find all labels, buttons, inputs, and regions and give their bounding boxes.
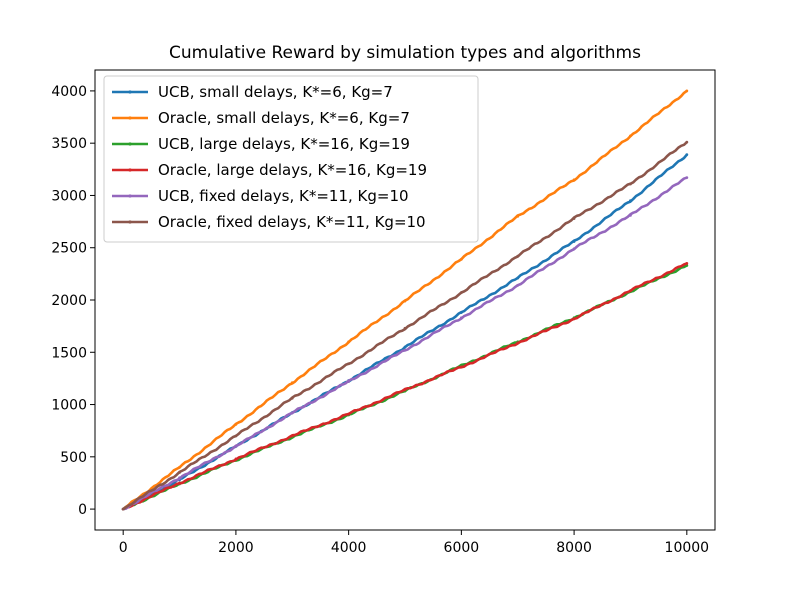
data-point	[347, 412, 351, 416]
legend-label: UCB, large delays, K*=16, Kg=19	[158, 135, 410, 153]
data-point	[685, 176, 689, 180]
data-point	[459, 257, 463, 261]
legend-marker	[128, 90, 132, 94]
y-tick-label: 500	[60, 450, 87, 466]
data-point	[347, 340, 351, 344]
data-point	[178, 471, 181, 474]
data-point	[516, 276, 520, 280]
legend-label: UCB, small delays, K*=6, Kg=7	[158, 83, 393, 101]
x-tick-label: 8000	[556, 540, 592, 556]
legend-item: UCB, small delays, K*=6, Kg=7	[112, 83, 393, 101]
legend-box	[103, 75, 479, 243]
data-point	[459, 311, 463, 314]
legend-marker	[128, 168, 132, 172]
x-tick-label: 4000	[331, 540, 367, 556]
chart-title: Cumulative Reward by simulation types an…	[169, 43, 641, 63]
legend-marker	[128, 142, 132, 146]
legend-item: Oracle, fixed delays, K*=11, Kg=10	[112, 213, 426, 231]
data-point	[403, 326, 407, 330]
y-tick-label: 2500	[51, 241, 87, 257]
data-point	[572, 178, 576, 182]
data-point	[347, 380, 351, 383]
data-point	[178, 481, 181, 485]
legend-label: Oracle, small delays, K*=6, Kg=7	[158, 109, 410, 127]
legend-marker	[128, 194, 132, 198]
data-point	[234, 444, 238, 448]
y-tick-label: 3000	[51, 188, 87, 204]
legend-item: Oracle, large delays, K*=16, Kg=19	[112, 161, 427, 179]
x-tick-label: 0	[119, 540, 128, 556]
data-point	[572, 217, 576, 220]
data-point	[234, 434, 238, 438]
y-tick-label: 2000	[51, 293, 87, 309]
data-point	[234, 457, 238, 461]
y-tick-label: 3500	[51, 136, 87, 152]
data-point	[347, 362, 351, 366]
legend: UCB, small delays, K*=6, Kg=7 Oracle, sma…	[103, 75, 479, 243]
data-point	[459, 365, 463, 369]
x-tick-label: 10000	[665, 540, 710, 556]
data-point	[403, 348, 407, 352]
legend-item: Oracle, small delays, K*=6, Kg=7	[112, 109, 410, 127]
data-point	[572, 317, 576, 321]
y-tick-label: 1000	[51, 398, 87, 414]
data-point	[459, 291, 463, 295]
data-point	[685, 89, 689, 93]
data-point	[629, 134, 632, 138]
data-point	[629, 199, 632, 203]
series-5	[121, 176, 689, 511]
legend-label: UCB, fixed delays, K*=11, Kg=10	[158, 187, 409, 205]
data-point	[685, 262, 689, 265]
data-point	[516, 341, 520, 345]
data-point	[234, 423, 238, 426]
data-point	[459, 316, 463, 320]
data-point	[685, 140, 689, 144]
data-point	[178, 476, 181, 480]
data-point	[178, 465, 181, 469]
data-point	[629, 289, 632, 292]
legend-item: UCB, fixed delays, K*=11, Kg=10	[112, 187, 409, 205]
data-point	[685, 153, 689, 157]
data-point	[290, 396, 294, 400]
x-tick-label: 2000	[218, 540, 254, 556]
legend-marker	[128, 220, 132, 224]
legend-label: Oracle, fixed delays, K*=11, Kg=10	[158, 213, 426, 231]
y-tick-label: 1500	[51, 345, 87, 361]
data-point	[403, 299, 407, 303]
data-point	[572, 247, 576, 251]
data-point	[290, 434, 294, 438]
series-layer	[121, 89, 689, 511]
y-tick-label: 0	[78, 502, 87, 518]
legend-marker	[128, 116, 132, 120]
data-point	[629, 182, 632, 186]
series-6	[121, 140, 689, 511]
y-tick-label: 4000	[51, 84, 87, 100]
data-point	[516, 254, 520, 258]
data-point	[121, 507, 125, 511]
x-tick-label: 6000	[444, 540, 480, 556]
series-4	[121, 262, 689, 511]
data-point	[572, 240, 576, 243]
data-point	[403, 345, 407, 349]
legend-item: UCB, large delays, K*=16, Kg=19	[112, 135, 410, 153]
legend-label: Oracle, large delays, K*=16, Kg=19	[158, 161, 427, 179]
data-point	[403, 388, 407, 392]
data-point	[516, 283, 520, 287]
data-point	[290, 411, 294, 415]
y-axis: 0 500 1000 1500 2000 2500 3000 3500 4000	[51, 84, 95, 518]
data-point	[629, 213, 632, 217]
data-point	[516, 214, 520, 218]
x-axis: 0 2000 4000 6000 8000 10000	[119, 530, 709, 556]
data-point	[290, 381, 294, 384]
